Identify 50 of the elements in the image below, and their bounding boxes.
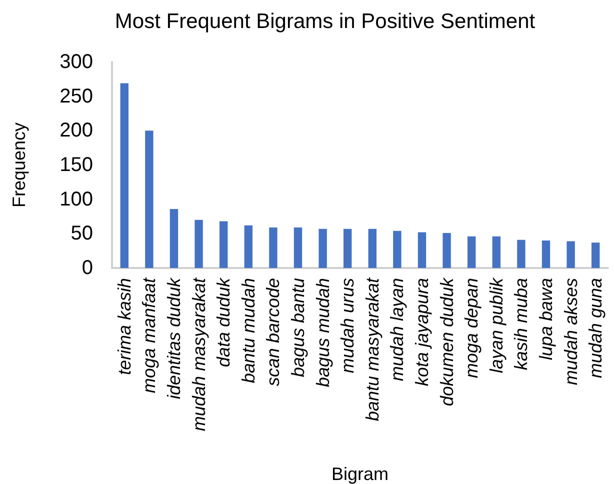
x-tick-label: kota jayapura (412, 278, 432, 386)
bar (517, 240, 526, 268)
x-tick-label: mudah urus (338, 278, 358, 374)
y-tick-label: 100 (60, 188, 93, 210)
x-tick-label: identitas duduk (164, 277, 184, 400)
bar (442, 232, 451, 268)
y-tick-label: 250 (60, 85, 93, 108)
x-tick-label: mudah layan (387, 278, 408, 382)
bar (294, 227, 302, 268)
bar (170, 208, 178, 268)
bar (492, 236, 500, 268)
y-tick-label: 300 (60, 51, 93, 73)
chart-title: Most Frequent Bigrams in Positive Sentiment (114, 10, 536, 33)
x-axis-title: Bigram (331, 464, 389, 484)
bar (220, 221, 228, 268)
x-tick-label: bantu masyarakat (362, 277, 382, 422)
y-tick-label: 0 (82, 257, 93, 279)
y-tick-label: 150 (60, 154, 93, 176)
y-tick-label: 200 (60, 120, 93, 142)
bar (393, 230, 402, 268)
x-tick-label: kasih muba (511, 278, 532, 370)
bar (318, 228, 327, 268)
bar (418, 232, 426, 268)
bar (145, 130, 154, 268)
x-tick-label: lupa bawa (536, 278, 556, 360)
bar (344, 228, 352, 268)
x-tick-label: layan publik (486, 277, 506, 374)
x-tick-label: bagus mudah (312, 278, 333, 388)
y-axis-title: Frequency (9, 122, 29, 208)
x-tick-label: mudah akses (560, 278, 581, 386)
x-tick-label: mudah masyarakat (188, 277, 209, 432)
x-tick-label: data duduk (214, 277, 234, 368)
bar (194, 220, 203, 268)
x-tick-label: moga depan (462, 278, 482, 378)
x-tick-label: dokumen duduk (436, 277, 457, 406)
bar (368, 228, 376, 268)
bar (120, 83, 128, 268)
bar (566, 241, 575, 268)
x-tick-label: mudah guna (586, 278, 606, 378)
bar (269, 227, 278, 268)
bar (468, 236, 476, 268)
x-tick-label: bagus bantu (288, 278, 308, 378)
x-tick-label: bantu mudah (238, 278, 258, 384)
x-tick-label: scan barcode (263, 278, 284, 386)
bar (592, 242, 600, 268)
bar (542, 240, 550, 268)
bar (244, 225, 252, 268)
y-tick-label: 50 (70, 222, 93, 245)
x-tick-label: moga manfaat (139, 277, 160, 394)
x-tick-label: terima kasih (114, 278, 134, 376)
